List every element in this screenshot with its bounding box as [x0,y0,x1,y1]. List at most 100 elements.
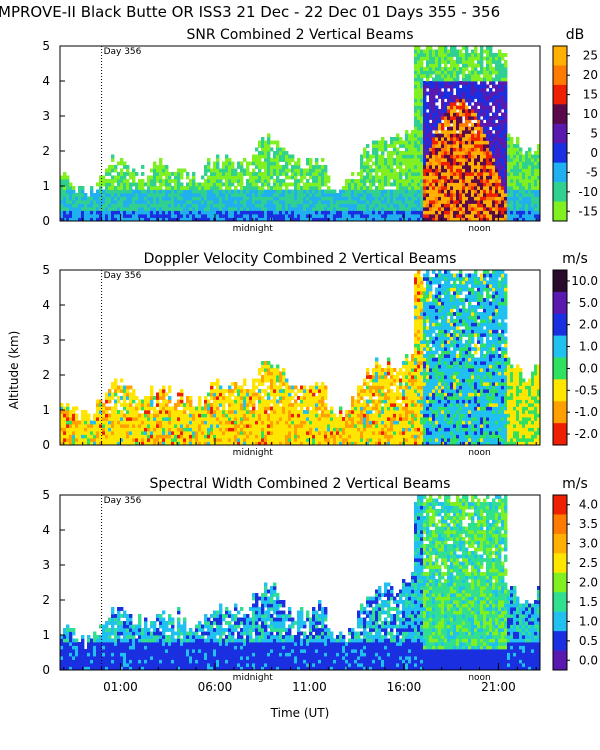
colorbar-segment [553,291,567,315]
colorbar-label: 2.0 [579,318,598,332]
panel-title: SNR Combined 2 Vertical Beams [186,27,413,43]
y-tick-label: 5 [42,39,50,53]
colorbar-segment [553,201,567,222]
colorbar-segment [553,401,567,424]
colorbar-segment [553,572,567,593]
colorbar-label: 5 [590,127,598,141]
colorbar-label: 0 [590,146,598,160]
colorbar-segment [553,46,567,66]
panel-title: Spectral Width Combined 2 Vertical Beams [150,476,451,492]
heatmap [60,495,541,671]
y-tick-label: 5 [42,263,50,277]
colorbar-segment [553,84,567,105]
day-marker-label: Day 356 [104,496,142,506]
colorbar-label: -1.0 [575,405,598,419]
y-tick-label: 1 [42,403,50,417]
day-marker-label: Day 356 [104,47,142,57]
noon-label: noon [468,224,490,234]
y-tick-label: 3 [42,558,50,572]
y-tick-label: 3 [42,333,50,347]
colorbar-label: 0.5 [579,634,598,648]
colorbar-frame [552,269,568,446]
day-marker-label: Day 356 [104,271,142,281]
midnight-label: midnight [233,673,274,683]
panel-2: Doppler Velocity Combined 2 Vertical Bea… [42,251,598,458]
colorbar-label: 5.0 [579,296,598,310]
y-tick-label: 4 [42,298,50,312]
colorbar-label: 2.0 [579,576,598,590]
colorbar-label: 4.0 [579,498,598,512]
x-tick-label: 21:00 [481,680,516,694]
y-tick-label: 4 [42,74,50,88]
colorbar-label: 1.5 [579,595,598,609]
y-axis-label: Altitude (km) [7,331,21,410]
y-tick-label: 1 [42,628,50,642]
colorbar-segment [553,379,567,402]
plot-frame [59,269,541,446]
colorbar-label: 0.0 [579,653,598,667]
colorbar-label: -2.0 [575,427,598,441]
plot-frame [59,494,541,671]
colorbar-segment [553,162,567,183]
colorbar-segment [553,514,567,535]
noon-label: noon [468,673,490,683]
y-tick-label: 2 [42,368,50,382]
colorbar-label: 1.0 [579,614,598,628]
colorbar-unit: m/s [562,476,588,492]
y-tick-label: 4 [42,523,50,537]
heatmap [60,46,541,222]
colorbar-segment [553,182,567,202]
colorbar-label: 10.0 [571,274,598,288]
x-tick-label: 01:00 [103,680,138,694]
colorbar-label: -10 [578,185,598,199]
colorbar-segment [553,533,567,554]
colorbar-segment [553,313,567,336]
colorbar-label: -0.5 [575,383,598,397]
panel-1: SNR Combined 2 Vertical Beams Day 356 0 1 2 3… [42,27,598,234]
colorbar-segment [553,553,567,574]
y-tick-label: 0 [42,663,50,677]
colorbar-segment [553,631,567,651]
x-axis-label: Time (UT) [270,706,330,720]
colorbar: 10.0 5.0 2.0 1.0 0.0 -0.5 -1.0 -2.0 [552,269,598,446]
colorbar-label: 15 [583,88,598,102]
colorbar: 25 20 15 10 5 0 -5 -10 -15 [552,45,598,222]
colorbar-segment [553,592,567,612]
colorbar-segment [553,495,567,515]
colorbar-label: -15 [578,204,598,218]
y-tick-label: 2 [42,593,50,607]
colorbar-segment [553,423,567,446]
colorbar-segment [553,143,567,163]
midnight-label: midnight [233,224,274,234]
y-tick-label: 1 [42,179,50,193]
colorbar-label: 10 [583,107,598,121]
panel-title: Doppler Velocity Combined 2 Vertical Bea… [144,251,457,267]
colorbar-unit: m/s [562,251,588,267]
plot-frame [59,45,541,222]
colorbar-segment [553,335,567,358]
figure-title: MPROVE-II Black Butte OR ISS3 21 Dec - 2… [0,3,500,21]
panel-3: Spectral Width Combined 2 Vertical Beams… [42,476,598,694]
colorbar-segment [553,270,567,293]
noon-label: noon [468,448,490,458]
colorbar-label: 3.5 [579,517,598,531]
heatmap [60,270,541,446]
colorbar-label: -5 [586,165,598,179]
colorbar-segment [553,65,567,86]
y-tick-label: 0 [42,438,50,452]
y-tick-label: 2 [42,144,50,158]
x-tick-label: 16:00 [387,680,422,694]
colorbar-unit: dB [566,27,585,43]
colorbar-label: 0.0 [579,361,598,375]
y-tick-label: 0 [42,214,50,228]
x-tick-label: 11:00 [292,680,327,694]
colorbar-label: 25 [583,49,598,63]
colorbar-segment [553,104,567,125]
midnight-label: midnight [233,448,274,458]
y-tick-label: 3 [42,109,50,123]
colorbar-label: 20 [583,68,598,82]
x-tick-label: 06:00 [198,680,233,694]
colorbar-segment [553,123,567,144]
colorbar-label: 3.0 [579,537,598,551]
